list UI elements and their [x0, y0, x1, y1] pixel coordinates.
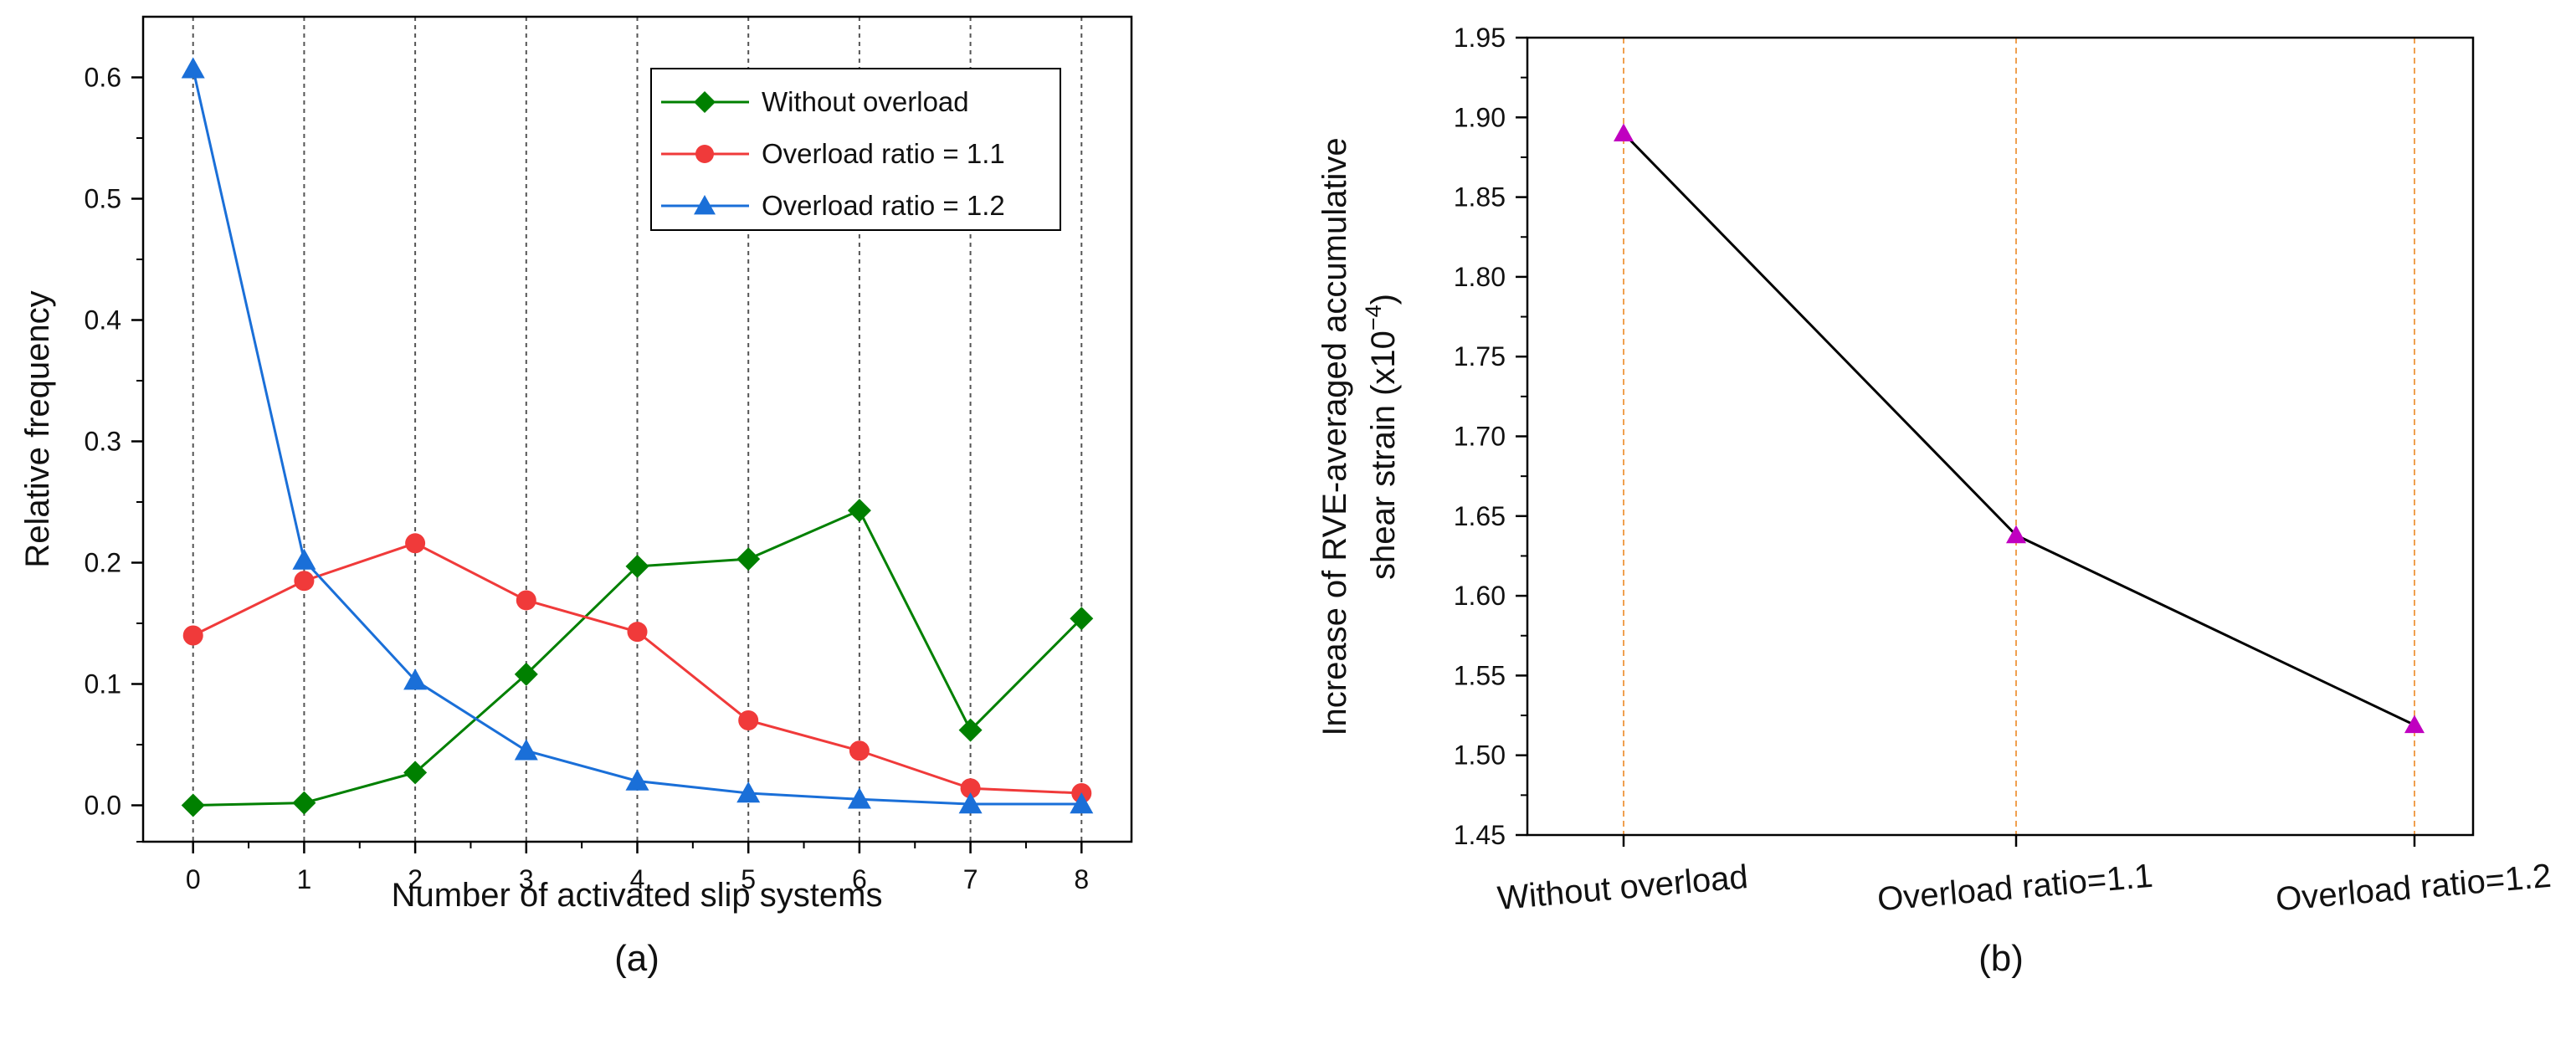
- series-overload-ratio-1-2: [181, 57, 1094, 814]
- diamond-marker: [292, 791, 316, 815]
- y-tick-label: 1.60: [1454, 581, 1506, 611]
- triangle-marker: [403, 669, 428, 690]
- x-category-label: Overload ratio=1.2: [2274, 858, 2553, 919]
- y-tick-label: 0.3: [85, 427, 121, 457]
- x-category-label: Overload ratio=1.1: [1876, 858, 2154, 919]
- x-category-label: Without overload: [1496, 858, 1749, 917]
- panel-b-gridlines: [1623, 38, 2415, 835]
- y-tick-label: 1.85: [1454, 182, 1506, 213]
- triangle-marker: [1614, 123, 1634, 141]
- x-tick-label: 6: [852, 864, 867, 894]
- y-tick-label: 0.6: [85, 63, 121, 93]
- circle-marker: [849, 740, 870, 761]
- panel-b-x-ticks: Without overload Overload ratio=1.1 Overlo…: [1496, 835, 2553, 918]
- y-tick-label: 1.65: [1454, 501, 1506, 531]
- panel-b-series: [1614, 123, 2425, 734]
- circle-marker: [294, 571, 315, 592]
- x-tick-label: 2: [408, 864, 423, 894]
- triangle-marker: [958, 792, 983, 814]
- x-tick-label: 7: [963, 864, 978, 894]
- diamond-marker: [181, 793, 205, 817]
- x-tick-label: 3: [519, 864, 534, 894]
- panel-a-y-axis-label: Relative frequency: [19, 290, 56, 567]
- y-tick-label: 1.50: [1454, 740, 1506, 771]
- series-without-overload: [181, 499, 1094, 817]
- triangle-marker: [847, 787, 871, 809]
- panel-a-x-ticks: 0 1 2 3 4 5 6 7 8: [186, 842, 1089, 894]
- circle-marker: [627, 622, 648, 643]
- panel-a-label: (a): [614, 938, 659, 979]
- legend-label-overload-1-1: Overload ratio = 1.1: [762, 138, 1005, 169]
- triangle-marker: [736, 781, 761, 803]
- diamond-marker: [514, 662, 538, 686]
- y-tick-label: 0.2: [85, 548, 121, 578]
- y-tick-label: 1.90: [1454, 102, 1506, 132]
- triangle-marker: [514, 739, 538, 761]
- legend-diamond-marker: [694, 91, 716, 113]
- diamond-marker: [1070, 607, 1094, 631]
- panel-b-y-axis-label-line2: shear strain (x10−4): [1361, 294, 1402, 580]
- y-tick-label: 0.5: [85, 184, 121, 214]
- triangle-marker: [292, 548, 316, 570]
- x-tick-label: 1: [297, 864, 312, 894]
- x-tick-label: 8: [1074, 864, 1089, 894]
- panel-b-y-axis-label-line1: Increase of RVE-averaged accumulative: [1316, 137, 1353, 735]
- y-tick-label: 1.70: [1454, 422, 1506, 452]
- diamond-marker: [625, 554, 649, 578]
- diamond-marker: [403, 761, 428, 785]
- series-line: [1622, 132, 2415, 726]
- panel-b-plot-frame: [1526, 36, 2475, 837]
- panel-a-y-ticks: 0.0 0.1 0.2 0.3 0.4 0.5 0.6: [85, 63, 143, 843]
- diamond-marker: [847, 499, 871, 523]
- triangle-marker: [2006, 525, 2026, 544]
- legend-box: [650, 68, 1061, 231]
- y-tick-label: 1.55: [1454, 660, 1506, 690]
- legend-label-without-overload: Without overload: [762, 86, 969, 117]
- triangle-marker: [1070, 792, 1094, 814]
- diamond-marker: [958, 718, 983, 742]
- y-tick-label: 0.1: [85, 669, 121, 699]
- y-tick-label: 0.4: [85, 305, 121, 336]
- panel-a-series: [181, 57, 1094, 817]
- series-strain-increase: [1614, 123, 2425, 734]
- diamond-marker: [736, 547, 761, 571]
- panel-b-chart: 1.45 1.50 1.55 1.60 1.65 1.70 1.75 1.80 1.85 1.90…: [1316, 23, 2553, 979]
- panel-b-label: (b): [1978, 938, 2024, 979]
- circle-marker: [738, 710, 759, 730]
- circle-marker: [960, 778, 981, 799]
- x-tick-label: 0: [186, 864, 201, 894]
- y-tick-label: 0.0: [85, 791, 121, 821]
- circle-marker: [516, 590, 536, 611]
- panel-b-y-axis-label: Increase of RVE-averaged accumulative sh…: [1316, 137, 1402, 735]
- x-tick-label: 4: [630, 864, 645, 894]
- panel-a-legend: Without overload Overload ratio = 1.1 Ov…: [650, 68, 1061, 231]
- legend-circle-marker: [695, 145, 714, 163]
- panel-a-chart: 0 1 2 3 4 5 6 7 8 0.0 0.1 0.2 0.3 0.4 0.5 0.6 Without …: [19, 15, 1133, 979]
- circle-marker: [405, 533, 426, 554]
- x-tick-label: 5: [741, 864, 756, 894]
- y-tick-label: 1.80: [1454, 262, 1506, 292]
- circle-marker: [182, 625, 203, 646]
- triangle-marker: [181, 57, 205, 79]
- y-tick-label: 1.75: [1454, 341, 1506, 371]
- legend-triangle-marker: [694, 195, 716, 215]
- legend-label-overload-1-2: Overload ratio = 1.2: [762, 190, 1005, 221]
- y-tick-label: 1.95: [1454, 23, 1506, 53]
- triangle-marker: [2404, 715, 2425, 734]
- panel-a-x-axis-label: Number of activated slip systems: [392, 877, 883, 914]
- panel-b-y-ticks: 1.45 1.50 1.55 1.60 1.65 1.70 1.75 1.80 1.85 1.90…: [1454, 23, 1527, 850]
- y-tick-label: 1.45: [1454, 820, 1506, 850]
- triangle-marker: [625, 769, 649, 791]
